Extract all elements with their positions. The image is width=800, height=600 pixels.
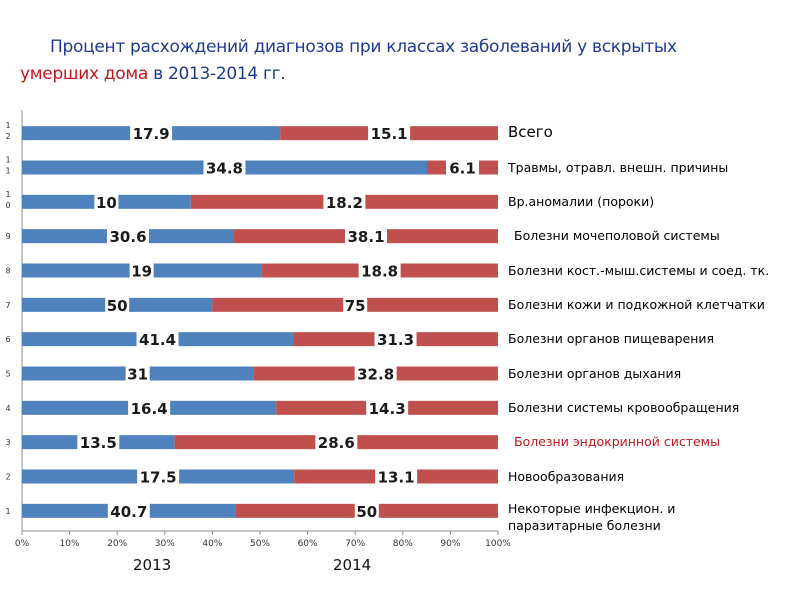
year-label-2013: 2013 — [133, 556, 172, 574]
y-tick-label: 6 — [5, 335, 10, 344]
data-label-2014-bg — [323, 191, 366, 212]
category-label: Вр.аномалии (пороки) — [508, 193, 655, 209]
data-label-2014: 18.8 — [361, 263, 398, 281]
title-line-2: умерших дома в 2013-2014 гг. — [20, 61, 780, 88]
data-label-2013: 41.4 — [139, 331, 176, 349]
data-label-2014-bg — [315, 432, 358, 453]
data-label-2014-bg — [374, 329, 417, 350]
data-label-2014: 13.1 — [378, 469, 415, 487]
data-label-2013: 17.5 — [140, 469, 177, 487]
x-tick-label: 10% — [60, 539, 80, 549]
data-label-2014: 6.1 — [449, 160, 476, 178]
data-label-2013: 40.7 — [110, 503, 147, 521]
x-tick-label: 50% — [250, 539, 270, 549]
data-label-2014: 15.1 — [371, 125, 408, 143]
data-label-2013-bg — [130, 123, 173, 144]
data-label-2014: 28.6 — [318, 434, 355, 452]
data-label-2013: 16.4 — [131, 400, 168, 418]
data-label-2013-bg — [107, 500, 150, 521]
data-label-2013-bg — [129, 260, 154, 281]
data-label-2014-bg — [366, 397, 409, 418]
data-label-2013-bg — [136, 329, 179, 350]
data-label-2014-bg — [343, 294, 368, 315]
data-label-2013-bg — [125, 363, 150, 384]
data-label-2013: 13.5 — [80, 434, 117, 452]
data-label-2014-bg — [354, 363, 397, 384]
title-tail: в 2013-2014 гг. — [148, 64, 286, 84]
x-tick-label: 100% — [485, 539, 511, 549]
data-label-2013: 31 — [127, 366, 148, 384]
x-tick-label: 60% — [298, 539, 318, 549]
x-tick-label: 80% — [393, 539, 413, 549]
category-label: Болезни органов пищеварения — [508, 331, 715, 347]
year-label-2014: 2014 — [333, 556, 372, 574]
category-label: Болезни мочеполовой системы — [514, 228, 720, 244]
category-label: Некоторые инфекцион. и паразитарные боле… — [508, 500, 676, 533]
data-label-2013-bg — [105, 294, 130, 315]
x-tick-label: 70% — [345, 539, 365, 549]
category-label: Болезни кожи и подкожной клетчатки — [508, 296, 765, 312]
y-tick-label: 8 — [5, 267, 10, 276]
data-label-2014: 18.2 — [326, 194, 363, 212]
data-label-2013-bg — [203, 157, 246, 178]
y-tick-label: 1 — [5, 507, 10, 516]
data-label-2013: 17.9 — [133, 125, 170, 143]
y-tick-label: 3 — [5, 438, 10, 447]
data-label-2014: 50 — [356, 503, 377, 521]
data-label-2014-bg — [354, 500, 379, 521]
data-label-2014-bg — [446, 157, 480, 178]
data-label-2013: 10 — [96, 194, 117, 212]
data-label-2013: 50 — [107, 297, 128, 315]
data-label-2014: 31.3 — [377, 331, 414, 349]
category-label: Травмы, отравл. внешн. причины — [508, 159, 729, 175]
data-label-2014-bg — [345, 226, 388, 247]
data-label-2014-bg — [375, 466, 418, 487]
data-label-2013-bg — [137, 466, 180, 487]
data-label-2013: 19 — [131, 263, 152, 281]
data-label-2013: 30.6 — [110, 228, 147, 246]
y-tick-label: 9 — [5, 232, 10, 241]
data-label-2014: 75 — [345, 297, 366, 315]
x-tick-label: 30% — [155, 539, 175, 549]
category-label: Болезни органов дыхания — [508, 365, 682, 381]
x-tick-label: 20% — [107, 539, 127, 549]
category-label: Болезни системы кровообращения — [508, 399, 740, 415]
data-label-2014-bg — [358, 260, 401, 281]
chart-title: Процент расхождений диагнозов при класса… — [20, 34, 780, 88]
data-label-2014-bg — [368, 123, 411, 144]
category-label: Всего — [508, 123, 553, 142]
data-label-2013-bg — [128, 397, 171, 418]
x-tick-label: 0% — [15, 539, 30, 549]
y-tick-label: 4 — [5, 404, 10, 413]
data-label-2013-bg — [94, 191, 119, 212]
title-red-part: умерших дома — [20, 64, 149, 84]
x-tick-label: 40% — [202, 539, 222, 549]
data-label-2013-bg — [77, 432, 120, 453]
y-tick-label: 2 — [5, 473, 10, 482]
data-label-2014: 32.8 — [357, 366, 394, 384]
category-label: Болезни эндокринной системы — [514, 434, 720, 450]
data-label-2014: 14.3 — [369, 400, 406, 418]
y-tick-label: 5 — [5, 370, 10, 379]
category-label: Новообразования — [508, 468, 625, 484]
y-tick-label: 7 — [5, 301, 10, 310]
x-tick-label: 90% — [440, 539, 460, 549]
data-label-2014: 38.1 — [348, 228, 385, 246]
data-label-2013-bg — [107, 226, 150, 247]
data-label-2013: 34.8 — [206, 160, 243, 178]
title-line-1: Процент расхождений диагнозов при класса… — [50, 37, 677, 57]
category-label: Болезни кост.-мыш.системы и соед. тк. — [508, 262, 770, 278]
